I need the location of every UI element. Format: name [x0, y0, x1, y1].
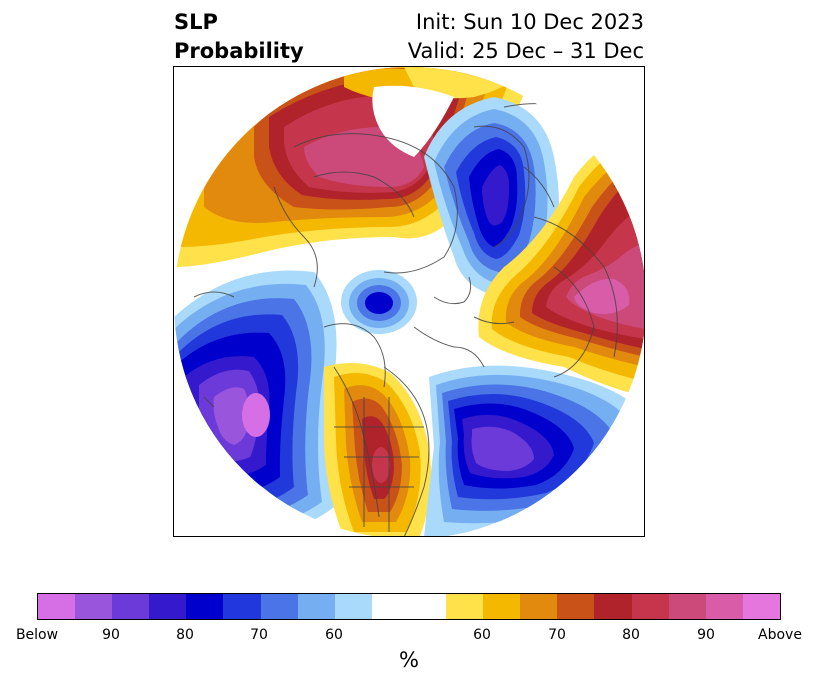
colorbar-segment: [631, 594, 669, 619]
map-canvas: [174, 67, 644, 536]
above-region-north-america: [324, 363, 432, 536]
colorbar-segment: [594, 594, 632, 619]
below-region-atlantic: [424, 365, 644, 536]
above-region-asia: [478, 127, 644, 397]
colorbar-tick-label: Below: [15, 627, 59, 643]
colorbar-segment: [38, 594, 76, 619]
below-region-europe: [424, 97, 559, 297]
title-product: Probability: [174, 39, 304, 63]
colorbar-segment: [297, 594, 335, 619]
below-region-pacific: [174, 270, 337, 536]
colorbar-tick-label: 60: [473, 627, 491, 643]
coastlines: [193, 76, 635, 536]
valid-range: Valid: 25 Dec – 31 Dec: [407, 39, 644, 63]
colorbar-segment: [705, 594, 743, 619]
colorbar-segment: [742, 594, 780, 619]
map-dates: Init: Sun 10 Dec 2023 Valid: 25 Dec – 31…: [408, 8, 644, 66]
colorbar-tick-label: 80: [176, 627, 194, 643]
colorbar-segment: [149, 594, 187, 619]
polar-map: [173, 66, 645, 537]
colorbar-segment: [334, 594, 372, 619]
probability-field: [174, 67, 644, 536]
colorbar-tick-label: 80: [622, 627, 640, 643]
colorbar-segment: [520, 594, 558, 619]
below-region-arctic: [341, 270, 417, 334]
colorbar-tick-label: 90: [102, 627, 120, 643]
map-title: SLP Probability: [174, 8, 304, 66]
colorbar-tick-label: 70: [548, 627, 566, 643]
colorbar-segment: [557, 594, 595, 619]
colorbar-tick-label: Above: [758, 627, 802, 643]
colorbar-segment: [186, 594, 224, 619]
colorbar-tick-label: 70: [250, 627, 268, 643]
colorbar-segment: [371, 594, 447, 619]
colorbar-segment: [260, 594, 298, 619]
colorbar-segment: [112, 594, 150, 619]
init-date: Init: Sun 10 Dec 2023: [415, 10, 644, 34]
colorbar-unit-label: %: [399, 648, 419, 672]
colorbar-segment: [446, 594, 484, 619]
colorbar-tick-label: 60: [325, 627, 343, 643]
title-variable: SLP: [174, 10, 218, 34]
colorbar-segment: [223, 594, 261, 619]
colorbar-tick-label: 90: [697, 627, 715, 643]
colorbar-segment: [668, 594, 706, 619]
colorbar-segment: [483, 594, 521, 619]
probability-colorbar: [37, 593, 781, 620]
colorbar-segment: [75, 594, 113, 619]
